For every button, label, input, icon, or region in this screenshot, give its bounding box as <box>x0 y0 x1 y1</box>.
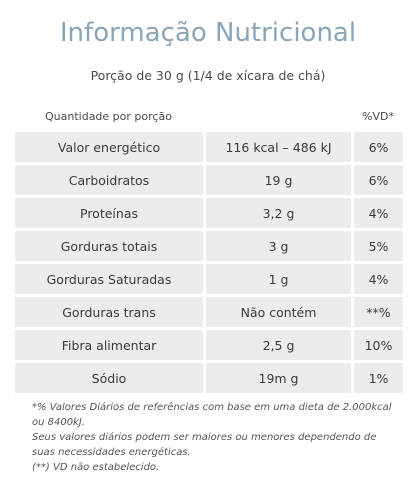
table-row: Gorduras trans Não contém **% <box>15 297 403 327</box>
table-body: Valor energético 116 kcal – 486 kJ 6% Carbo… <box>15 132 403 393</box>
table-header: Quantidade por porção %VD* <box>15 100 403 132</box>
nutrient-name: Fibra alimentar <box>15 330 203 360</box>
nutrient-name: Carboidratos <box>15 165 203 195</box>
nutrition-table: Quantidade por porção %VD* Valor energét… <box>15 100 403 396</box>
nutrient-name: Gorduras trans <box>15 297 203 327</box>
table-row: Valor energético 116 kcal – 486 kJ 6% <box>15 132 403 162</box>
footnote-energy: Seus valores diários podem ser maiores o… <box>32 432 377 458</box>
nutrient-amount: 19 g <box>206 165 351 195</box>
page-title: Informação Nutricional <box>59 18 357 48</box>
nutrient-name: Gorduras totais <box>15 231 203 261</box>
nutrient-vd: 4% <box>354 264 403 294</box>
table-row: Sódio 19m g 1% <box>15 363 403 393</box>
footnote-vd: *% Valores Diários de referências com ba… <box>32 402 392 428</box>
vd-header: %VD* <box>362 109 394 123</box>
nutrient-vd: 6% <box>354 165 403 195</box>
footnotes: *% Valores Diários de referências com ba… <box>32 400 392 475</box>
nutrient-name: Gorduras Saturadas <box>15 264 203 294</box>
nutrient-amount: 2,5 g <box>206 330 351 360</box>
serving-size: Porção de 30 g (1/4 de xícara de chá) <box>90 68 326 83</box>
nutrient-vd: 5% <box>354 231 403 261</box>
table-row: Gorduras totais 3 g 5% <box>15 231 403 261</box>
nutrient-vd: 6% <box>354 132 403 162</box>
nutrient-amount: 1 g <box>206 264 351 294</box>
nutrient-amount: 116 kcal – 486 kJ <box>206 132 351 162</box>
nutrient-name: Proteínas <box>15 198 203 228</box>
table-row: Gorduras Saturadas 1 g 4% <box>15 264 403 294</box>
nutrient-amount: 3 g <box>206 231 351 261</box>
table-row: Proteínas 3,2 g 4% <box>15 198 403 228</box>
nutrient-name: Valor energético <box>15 132 203 162</box>
nutrient-amount: 3,2 g <box>206 198 351 228</box>
nutrient-vd: 4% <box>354 198 403 228</box>
nutrient-vd: **% <box>354 297 403 327</box>
nutrient-vd: 1% <box>354 363 403 393</box>
quantity-header: Quantidade por porção <box>45 109 172 123</box>
table-row: Carboidratos 19 g 6% <box>15 165 403 195</box>
nutrient-amount: 19m g <box>206 363 351 393</box>
table-row: Fibra alimentar 2,5 g 10% <box>15 330 403 360</box>
footnote-not-established: (**) VD não estabelecido. <box>32 462 160 473</box>
nutrient-name: Sódio <box>15 363 203 393</box>
nutrient-amount: Não contém <box>206 297 351 327</box>
nutrient-vd: 10% <box>354 330 403 360</box>
